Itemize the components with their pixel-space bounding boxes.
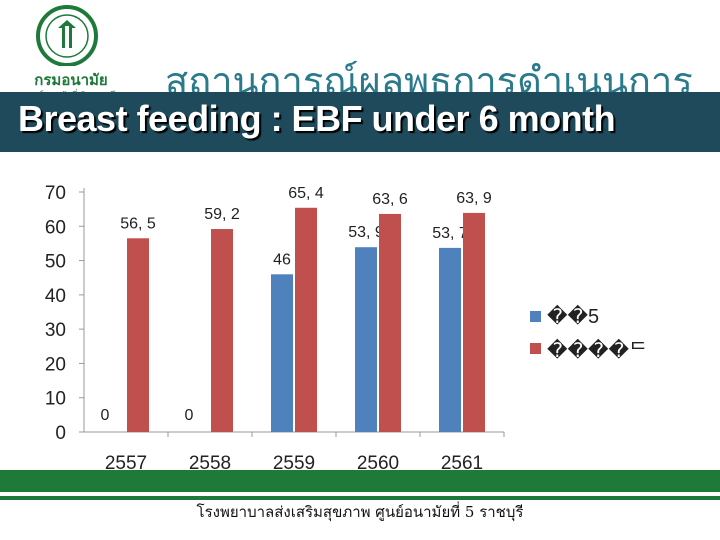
legend-label-series-2: ����ᄃ bbox=[547, 339, 648, 362]
x-tick-label: 2560 bbox=[357, 453, 399, 470]
y-tick-label: 10 bbox=[45, 389, 66, 410]
bar-series-2 bbox=[211, 229, 233, 432]
y-tick-label: 40 bbox=[45, 286, 66, 307]
bar-series-1 bbox=[271, 274, 293, 432]
footer-text: โรงพยาบาลส่งเสริมสุขภาพ ศูนย์อนามัยที่ 5… bbox=[196, 503, 524, 521]
legend-item-series-2: ����ᄃ bbox=[530, 332, 647, 364]
legend-label-series-1: ��5 bbox=[547, 305, 600, 328]
bar-series-2 bbox=[379, 213, 401, 432]
y-tick-label: 50 bbox=[45, 252, 66, 273]
x-tick-label: 2558 bbox=[189, 453, 231, 470]
bar-series-2 bbox=[127, 238, 149, 432]
logo-department-name: กรมอนามัย bbox=[34, 71, 108, 89]
y-tick-label: 0 bbox=[55, 423, 66, 444]
data-label-series-1: 53, 9 bbox=[348, 224, 384, 241]
bar-series-1 bbox=[439, 247, 461, 432]
legend-swatch-series-1 bbox=[530, 310, 541, 322]
x-tick-label: 2559 bbox=[273, 453, 315, 470]
bar-chart: 0 10 20 30 40 50 60 70 2557 0 56, 5 2558 0 59, 2 2559 4… bbox=[45, 183, 505, 470]
bar-series-1 bbox=[355, 247, 377, 432]
data-label-series-1: 46 bbox=[273, 251, 291, 268]
footer-divider bbox=[0, 496, 720, 500]
legend-item-series-1: ��5 bbox=[530, 300, 647, 332]
bar-series-2 bbox=[463, 212, 485, 432]
data-label-series-2: 63, 6 bbox=[372, 191, 408, 208]
legend-swatch-series-2 bbox=[530, 342, 541, 354]
x-tick-label: 2557 bbox=[105, 453, 147, 470]
ministry-seal-icon bbox=[36, 5, 98, 67]
data-label-series-1: 53, 7 bbox=[432, 225, 468, 242]
y-tick-label: 70 bbox=[45, 183, 66, 204]
banner-title: Breast feeding : EBF under 6 month bbox=[18, 98, 616, 139]
y-tick-label: 60 bbox=[45, 217, 66, 238]
data-label-series-1: 0 bbox=[185, 407, 194, 424]
chart-legend: ��5 ����ᄃ bbox=[530, 300, 647, 364]
data-label-series-1: 0 bbox=[101, 407, 110, 424]
x-tick-label: 2561 bbox=[441, 453, 483, 470]
y-tick-label: 20 bbox=[45, 354, 66, 375]
data-label-series-2: 59, 2 bbox=[204, 206, 240, 223]
y-tick-label: 30 bbox=[45, 320, 66, 341]
title-banner bbox=[0, 92, 720, 152]
footer-bar bbox=[0, 470, 720, 492]
data-label-series-2: 56, 5 bbox=[120, 215, 156, 232]
data-label-series-2: 65, 4 bbox=[288, 185, 324, 202]
data-label-series-2: 63, 9 bbox=[456, 190, 492, 207]
bar-series-2 bbox=[295, 207, 317, 432]
